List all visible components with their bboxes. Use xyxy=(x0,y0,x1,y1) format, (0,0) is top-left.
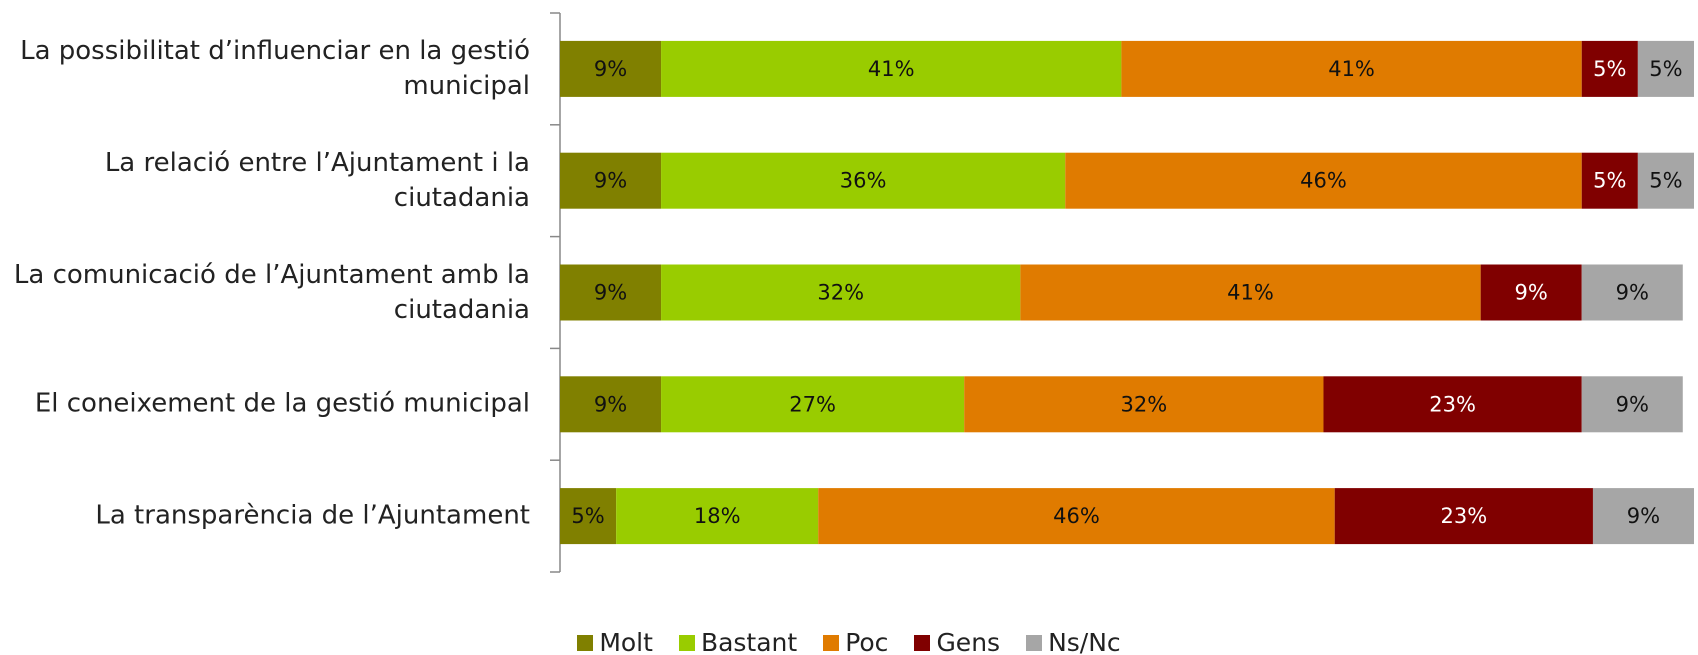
value-label: 23% xyxy=(1440,504,1487,528)
bar-segment xyxy=(1581,264,1683,321)
value-label: 18% xyxy=(694,504,741,528)
bar-segment xyxy=(1581,376,1683,433)
legend-item: Poc xyxy=(823,628,888,655)
bar-segment xyxy=(560,40,662,97)
value-label: 9% xyxy=(1627,504,1660,528)
legend-swatch xyxy=(1026,634,1043,651)
value-label: 5% xyxy=(1593,57,1626,81)
value-label: 5% xyxy=(1649,169,1682,193)
value-label: 27% xyxy=(789,392,836,416)
bar-segment xyxy=(1065,152,1582,209)
bar-segment xyxy=(818,488,1335,545)
bar-segment xyxy=(661,376,965,433)
bar-segment xyxy=(964,376,1324,433)
value-label: 9% xyxy=(1515,281,1548,305)
bar-segment xyxy=(1020,264,1481,321)
value-label: 9% xyxy=(594,57,627,81)
bar-segment xyxy=(1121,40,1582,97)
bar-segment xyxy=(560,376,662,433)
bar-segment xyxy=(560,152,662,209)
legend-label: Bastant xyxy=(700,628,798,655)
value-label: 32% xyxy=(1120,392,1167,416)
legend-swatch xyxy=(914,634,931,651)
category-label: La relació entre l’Ajuntament i la ciuta… xyxy=(104,147,530,213)
bar-segment xyxy=(661,40,1122,97)
value-label: 9% xyxy=(1616,281,1649,305)
legend-item: Bastant xyxy=(678,628,798,655)
bar-segment xyxy=(1637,40,1694,97)
bar-segment xyxy=(1581,40,1638,97)
value-label: 5% xyxy=(571,504,604,528)
bar-segment xyxy=(661,152,1066,209)
value-label: 41% xyxy=(1227,281,1274,305)
bar-segment xyxy=(560,264,662,321)
value-label: 41% xyxy=(1328,57,1375,81)
value-label: 5% xyxy=(1649,57,1682,81)
bar-segment xyxy=(1323,376,1582,433)
value-label: 36% xyxy=(840,169,887,193)
value-label: 5% xyxy=(1593,169,1626,193)
value-label: 46% xyxy=(1053,504,1100,528)
bar-segment xyxy=(616,488,819,545)
bar-segment xyxy=(1480,264,1582,321)
value-label: 41% xyxy=(868,57,915,81)
value-label: 9% xyxy=(1616,392,1649,416)
bar-segment xyxy=(661,264,1021,321)
value-label: 46% xyxy=(1300,169,1347,193)
legend-label: Ns/Nc xyxy=(1048,628,1121,655)
legend-swatch xyxy=(678,634,695,651)
legend-item: Molt xyxy=(577,628,653,655)
category-label: El coneixement de la gestió municipal xyxy=(34,388,530,419)
bar-segment xyxy=(1334,488,1593,545)
legend-item: Ns/Nc xyxy=(1026,628,1121,655)
value-label: 9% xyxy=(594,281,627,305)
bar-segment xyxy=(1581,152,1638,209)
legend-swatch xyxy=(823,634,840,651)
category-label: La comunicació de l’Ajuntament amb la ci… xyxy=(13,259,530,325)
bar-segment xyxy=(1592,488,1694,545)
value-label: 9% xyxy=(594,392,627,416)
legend-label: Molt xyxy=(599,628,653,655)
category-label: La transparència de l’Ajuntament xyxy=(95,500,530,531)
bar-segment xyxy=(560,488,617,545)
legend-label: Poc xyxy=(845,628,889,655)
value-label: 32% xyxy=(817,281,864,305)
value-label: 23% xyxy=(1429,392,1476,416)
legend-item: Gens xyxy=(914,628,1000,655)
bar-segment xyxy=(1637,152,1694,209)
category-label: La possibilitat d’influenciar en la gest… xyxy=(20,35,530,101)
legend: Molt Bastant Poc Gens Ns/Nc xyxy=(0,628,1698,655)
legend-label: Gens xyxy=(936,628,1001,655)
legend-swatch xyxy=(577,634,594,651)
value-label: 9% xyxy=(594,169,627,193)
